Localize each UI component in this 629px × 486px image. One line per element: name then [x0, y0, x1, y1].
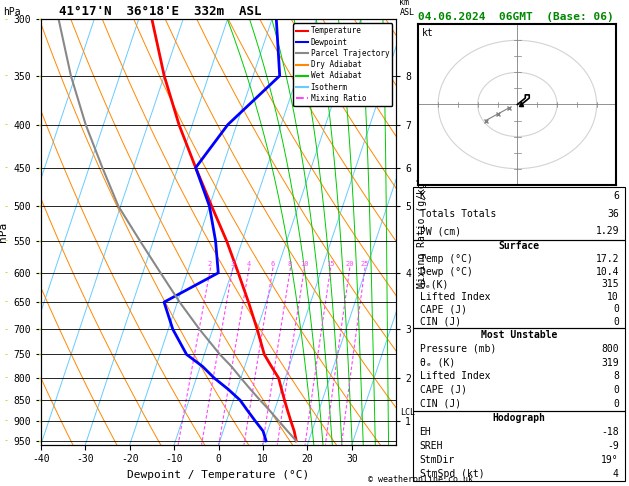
Text: -: - [4, 163, 9, 172]
Text: km
ASL: km ASL [399, 0, 415, 17]
Text: 36: 36 [607, 208, 619, 219]
Text: CAPE (J): CAPE (J) [420, 385, 467, 395]
Text: 04.06.2024  06GMT  (Base: 06): 04.06.2024 06GMT (Base: 06) [418, 12, 614, 22]
Bar [413, 328, 625, 411]
Text: -: - [4, 436, 9, 445]
Text: StmDir: StmDir [420, 455, 455, 465]
Text: 0: 0 [613, 399, 619, 409]
Text: Hodograph: Hodograph [493, 413, 546, 423]
Text: 41°17'N  36°18'E  332m  ASL: 41°17'N 36°18'E 332m ASL [58, 5, 261, 18]
Text: Lifted Index: Lifted Index [420, 292, 490, 302]
Text: Surface: Surface [499, 242, 540, 251]
Text: CIN (J): CIN (J) [420, 399, 460, 409]
Bar [413, 240, 625, 328]
Text: © weatheronline.co.uk: © weatheronline.co.uk [368, 474, 473, 484]
Text: θₑ (K): θₑ (K) [420, 358, 455, 367]
Text: Pressure (mb): Pressure (mb) [420, 344, 496, 354]
Text: CIN (J): CIN (J) [420, 317, 460, 327]
Text: 4: 4 [247, 260, 251, 267]
Text: EH: EH [420, 427, 431, 437]
Text: -: - [4, 15, 9, 24]
Text: -9: -9 [607, 441, 619, 451]
Text: K: K [420, 191, 425, 201]
Text: Dewp (°C): Dewp (°C) [420, 266, 472, 277]
Text: -: - [4, 202, 9, 211]
Text: SREH: SREH [420, 441, 443, 451]
Text: 4: 4 [613, 469, 619, 479]
Text: 10: 10 [300, 260, 308, 267]
Legend: Temperature, Dewpoint, Parcel Trajectory, Dry Adiabat, Wet Adiabat, Isotherm, Mi: Temperature, Dewpoint, Parcel Trajectory… [293, 23, 392, 106]
Text: Most Unstable: Most Unstable [481, 330, 557, 340]
Text: 10.4: 10.4 [596, 266, 619, 277]
Text: -: - [4, 297, 9, 307]
Text: -18: -18 [601, 427, 619, 437]
Text: 8: 8 [613, 371, 619, 382]
Text: -: - [4, 374, 9, 382]
Text: 1.29: 1.29 [596, 226, 619, 236]
Text: LCL: LCL [401, 408, 415, 417]
Text: 15: 15 [326, 260, 335, 267]
Text: θₑ(K): θₑ(K) [420, 279, 449, 289]
Text: -: - [4, 268, 9, 278]
Text: -: - [4, 417, 9, 426]
Text: 6: 6 [270, 260, 275, 267]
Y-axis label: Mixing Ratio (g/kg): Mixing Ratio (g/kg) [417, 176, 426, 288]
Text: -: - [4, 350, 9, 359]
Text: 8: 8 [288, 260, 292, 267]
Text: PW (cm): PW (cm) [420, 226, 460, 236]
Text: kt: kt [422, 28, 434, 37]
Text: 25: 25 [360, 260, 369, 267]
Text: -: - [4, 325, 9, 334]
Text: -: - [4, 396, 9, 405]
Text: 800: 800 [601, 344, 619, 354]
Text: 0: 0 [613, 317, 619, 327]
Text: 17.2: 17.2 [596, 254, 619, 264]
Bar [413, 411, 625, 481]
Text: Lifted Index: Lifted Index [420, 371, 490, 382]
Bar [413, 187, 625, 240]
Text: 3: 3 [230, 260, 235, 267]
Text: Temp (°C): Temp (°C) [420, 254, 472, 264]
Text: 2: 2 [208, 260, 212, 267]
Text: hPa: hPa [3, 7, 21, 17]
Text: 319: 319 [601, 358, 619, 367]
Text: -: - [4, 237, 9, 245]
Text: StmSpd (kt): StmSpd (kt) [420, 469, 484, 479]
Text: 20: 20 [345, 260, 353, 267]
Y-axis label: hPa: hPa [0, 222, 8, 242]
Text: 6: 6 [613, 191, 619, 201]
Text: CAPE (J): CAPE (J) [420, 304, 467, 314]
Text: 19°: 19° [601, 455, 619, 465]
Text: 0: 0 [613, 385, 619, 395]
Text: 10: 10 [607, 292, 619, 302]
Text: -: - [4, 120, 9, 129]
Text: 0: 0 [613, 304, 619, 314]
Text: -: - [4, 71, 9, 80]
Text: Totals Totals: Totals Totals [420, 208, 496, 219]
Text: 315: 315 [601, 279, 619, 289]
X-axis label: Dewpoint / Temperature (°C): Dewpoint / Temperature (°C) [128, 470, 309, 480]
